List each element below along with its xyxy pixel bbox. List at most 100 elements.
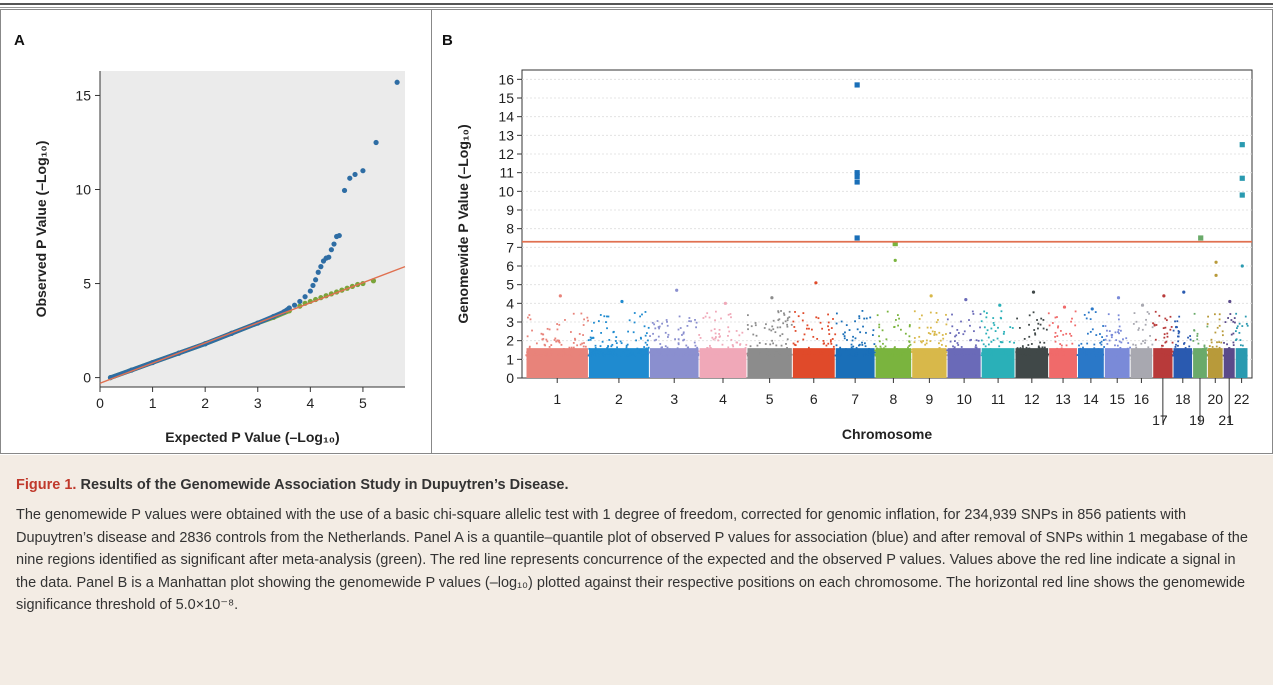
snp-point [856, 328, 859, 331]
snp-point [658, 327, 660, 330]
snp-point [761, 350, 764, 353]
snp-point [1068, 354, 1071, 357]
snp-point [949, 340, 952, 343]
x-tick-label: 11 [991, 391, 1006, 407]
snp-point [992, 322, 995, 324]
snp-point [1197, 354, 1200, 357]
snp-point [801, 354, 803, 357]
snp-point [766, 351, 769, 353]
snp-point [752, 333, 755, 336]
snp-point [1059, 348, 1062, 351]
chromosome-14-points [1076, 311, 1106, 378]
snp-point [1216, 341, 1218, 344]
snp-point [580, 354, 583, 357]
series-1-point [394, 79, 400, 85]
snp-point [550, 344, 553, 346]
snp-point [815, 316, 818, 319]
snp-point [971, 310, 974, 313]
chromosome-base-block [1077, 348, 1104, 378]
snp-point [854, 320, 856, 323]
snp-point [848, 354, 851, 357]
snp-point [822, 339, 825, 342]
snp-point [1016, 317, 1018, 320]
snp-point [912, 352, 915, 355]
snp-point [805, 354, 808, 357]
snp-point [582, 345, 585, 348]
snp-point [574, 348, 577, 351]
snp-point [1134, 354, 1137, 357]
series-1-point [313, 277, 319, 283]
snp-point [575, 353, 577, 356]
series-1-point [336, 232, 342, 239]
snp-point [1241, 344, 1244, 347]
snp-point [685, 344, 688, 347]
snp-point [903, 351, 906, 353]
snp-point [770, 350, 773, 352]
snp-point [687, 346, 690, 349]
snp-point [1021, 354, 1024, 357]
snp-point [1114, 331, 1117, 334]
snp-point [1064, 350, 1067, 353]
snp-point [558, 341, 561, 344]
snp-point [710, 329, 713, 332]
snp-point [858, 315, 861, 318]
snp-point [674, 349, 677, 352]
snp-point [584, 354, 587, 357]
snp-point [545, 353, 547, 356]
y-tick-label: 8 [506, 221, 514, 237]
snp-point [1201, 350, 1204, 353]
snp-point [589, 336, 592, 339]
snp-point [1039, 341, 1042, 344]
snp-point [754, 324, 757, 327]
snp-point [981, 352, 983, 355]
snp-point [852, 345, 855, 348]
snp-point [741, 353, 744, 355]
snp-point [1051, 349, 1054, 352]
snp-point [851, 339, 854, 342]
snp-point [871, 351, 874, 354]
snp-point [755, 334, 758, 337]
snp-point [922, 340, 925, 342]
snp-point [1082, 352, 1085, 354]
snp-point [647, 339, 649, 342]
x-tick-label: 1 [553, 391, 561, 407]
snp-point [1110, 336, 1113, 339]
snp-point [1065, 344, 1068, 347]
snp-point [881, 354, 884, 357]
snp-point [531, 354, 533, 356]
snp-point [739, 350, 742, 353]
snp-point [714, 319, 716, 322]
snp-point [1153, 353, 1156, 356]
snp-point [1054, 316, 1057, 319]
snp-point [952, 345, 954, 348]
snp-point [1231, 348, 1234, 351]
snp-point [1165, 340, 1168, 343]
snp-point [545, 351, 548, 354]
snp-point [1145, 318, 1147, 321]
chromosome-13-points [1047, 310, 1079, 378]
snp-point [938, 354, 941, 356]
snp-point [945, 354, 948, 357]
snp-point [732, 354, 735, 357]
snp-point [1193, 312, 1196, 315]
snp-point [857, 354, 860, 357]
snp-point [1106, 329, 1108, 332]
snp-point [1025, 346, 1028, 349]
snp-point [1122, 354, 1125, 357]
snp-point [918, 348, 921, 351]
snp-point [599, 345, 602, 347]
snp-point [639, 349, 642, 352]
snp-point [1138, 327, 1140, 330]
snp-point [938, 331, 941, 334]
snp-point [633, 312, 636, 314]
snp-point [546, 327, 549, 330]
snp-point [1083, 313, 1086, 316]
snp-point [674, 354, 676, 357]
snp-point [716, 352, 719, 355]
y-tick-label: 12 [498, 146, 514, 162]
snp-point [934, 330, 936, 333]
snp-point [786, 346, 788, 349]
snp-point [1142, 340, 1144, 343]
snp-point [876, 314, 879, 317]
snp-point [786, 319, 789, 322]
